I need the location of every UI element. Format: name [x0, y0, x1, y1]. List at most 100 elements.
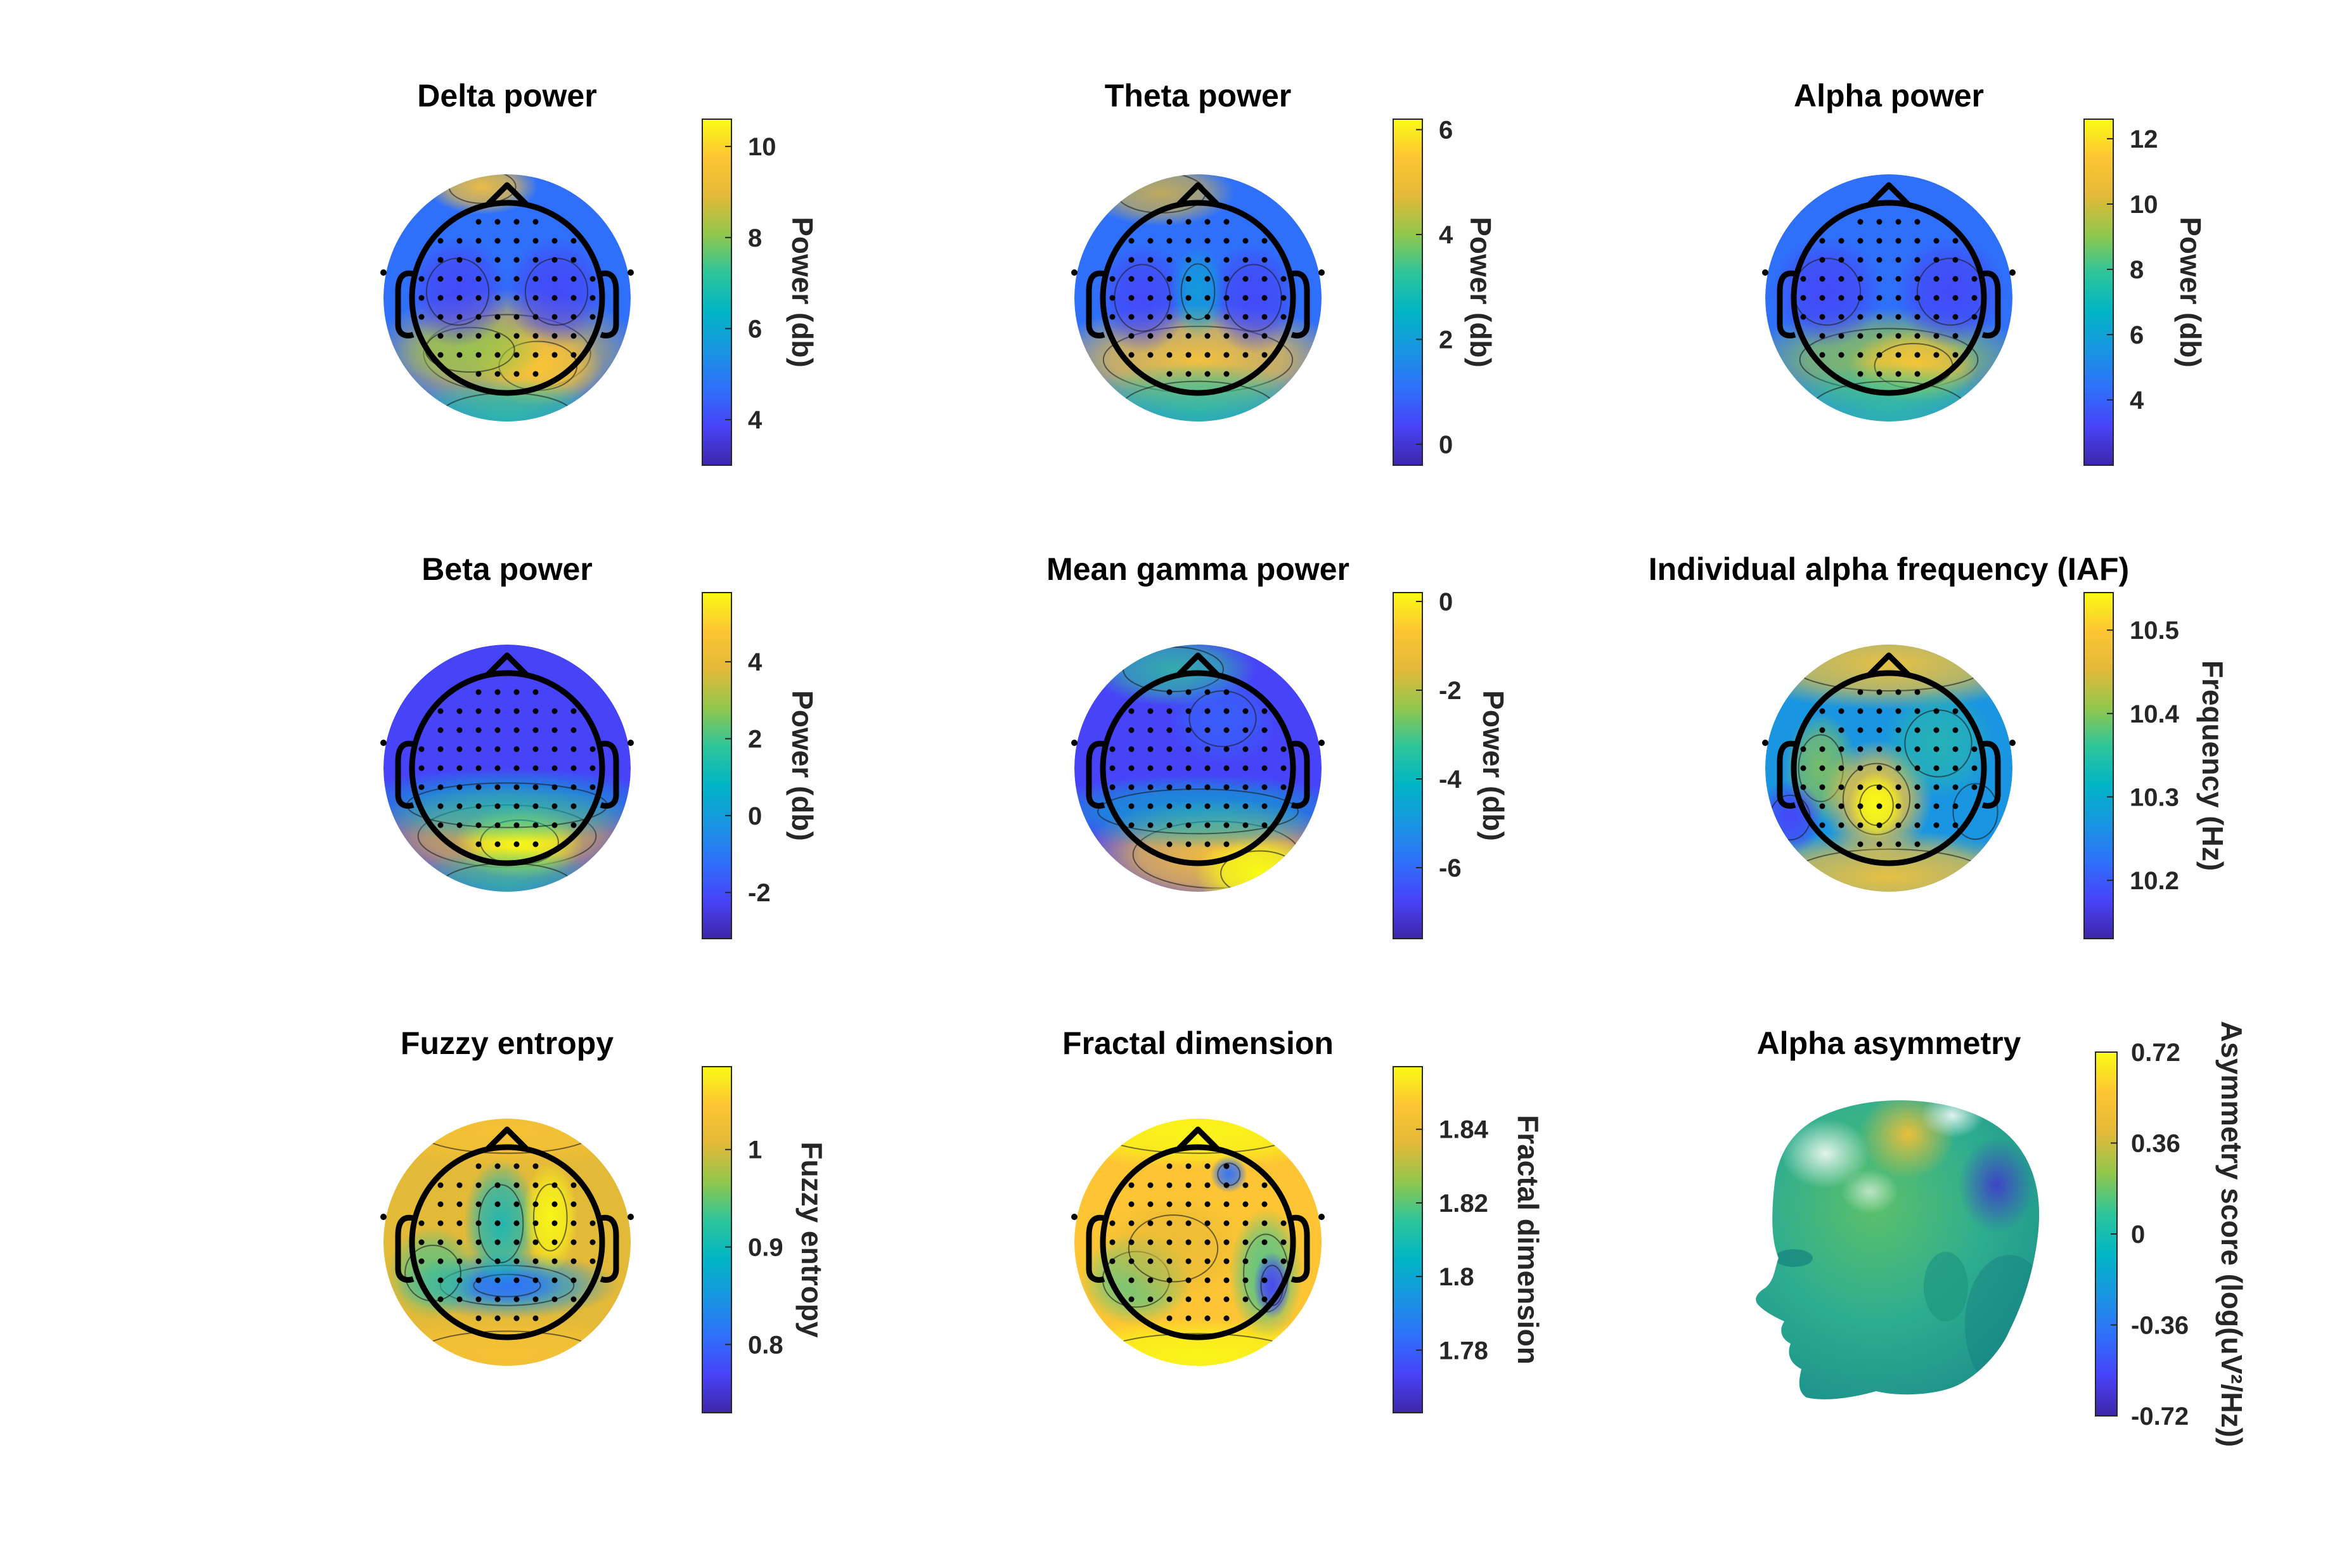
electrode-dot [418, 1258, 425, 1264]
electrode-dot [494, 708, 501, 714]
electrode-dot [1895, 352, 1902, 358]
electrode-dot [1204, 257, 1211, 263]
electrode-dot [494, 1201, 501, 1207]
electrode-dot [494, 746, 501, 752]
electrode-dot [1800, 314, 1806, 320]
electrode-dot [1204, 1296, 1211, 1302]
head-outline [1086, 652, 1310, 866]
electrode-dot [1261, 333, 1268, 339]
electrode-dot [1819, 276, 1825, 282]
electrode-dot [1204, 746, 1211, 752]
electrode-dot [1204, 276, 1211, 282]
left-ear [1777, 740, 1796, 809]
colorbar-label: Power (db) [786, 217, 819, 368]
electrode-dot [1895, 371, 1902, 377]
electrode-dot [513, 803, 520, 809]
colorbar-label: Power (db) [1477, 690, 1510, 841]
electrode-dot [1128, 352, 1135, 358]
electrode-dot [551, 765, 558, 771]
electrode-dot [1109, 1220, 1116, 1226]
electrode-dot [1166, 784, 1173, 790]
electrode-dot [1147, 784, 1154, 790]
electrode-dot [494, 1163, 501, 1169]
electrode-dot [1242, 1296, 1249, 1302]
electrode-dot [532, 257, 539, 263]
electrode-dot [570, 1277, 577, 1283]
head-circle [409, 200, 605, 396]
electrode-dot [1185, 1296, 1192, 1302]
panel-individual-alpha-frequency: Individual alpha frequency (IAF) 10.2 10… [1649, 551, 2229, 939]
colorbar-label: Frequency (Hz) [2196, 660, 2229, 871]
electrode-dot [1819, 765, 1825, 771]
head-outline [395, 1126, 619, 1340]
electrode-dot [1933, 352, 1940, 358]
electrode-dot [1242, 1182, 1249, 1188]
electrode-dot [1109, 746, 1116, 752]
electrode-dot [1242, 784, 1249, 790]
colorbar: 0.8 0.9 1 Fuzzy entropy [702, 1066, 828, 1413]
contour-line [1180, 263, 1216, 321]
electrode-dot [1914, 803, 1921, 809]
colorbar-tick-label: 0 [748, 802, 762, 830]
electrode-dot [532, 238, 539, 244]
electrode-dot [1242, 803, 1249, 809]
scalp-map [380, 645, 634, 892]
electrode-dot [570, 727, 577, 733]
electrode-dot [1280, 276, 1287, 282]
nose [486, 182, 529, 207]
colorbar-tick-label: 4 [748, 648, 763, 676]
electrode-dot [1895, 727, 1902, 733]
electrode-dot [418, 746, 425, 752]
electrode-dot [1933, 708, 1940, 714]
electrode-dot [1223, 784, 1230, 790]
electrode-dot [1166, 1201, 1173, 1207]
electrode-dot [532, 784, 539, 790]
electrode-dot [1185, 276, 1192, 282]
electrode-dot [589, 746, 596, 752]
electrode-dot [1857, 765, 1863, 771]
electrode-dot [1857, 333, 1863, 339]
right-ear [600, 1214, 619, 1283]
electrode-dot [1128, 708, 1135, 714]
electrode-dot [1147, 257, 1154, 263]
panel-alpha-asymmetry: Alpha asymmetry [1756, 1021, 2248, 1447]
electrode-dot [456, 333, 463, 339]
electrode-dot [1800, 765, 1806, 771]
electrode-dot [456, 1239, 463, 1245]
electrode-dot [1857, 708, 1863, 714]
electrode-dot [1185, 822, 1192, 828]
left-ear [395, 270, 415, 338]
electrode-dot [551, 822, 558, 828]
electrode-dot [1166, 257, 1173, 263]
electrode-dot [1952, 822, 1959, 828]
electrode-dot [494, 1258, 501, 1264]
nose [1176, 652, 1220, 677]
electrode-dot [551, 746, 558, 752]
colorbar-label: Fuzzy entropy [795, 1141, 828, 1338]
electrode-dot [494, 841, 501, 847]
electrode-dot [1933, 257, 1940, 263]
head-circle [1791, 200, 1987, 396]
scalp-heatmap [1765, 645, 2012, 892]
right-ear [1291, 1214, 1310, 1283]
electrode-dot [1166, 1220, 1173, 1226]
electrode-dot [1838, 314, 1844, 320]
electrode-dot [418, 314, 425, 320]
electrode-dot [456, 1182, 463, 1188]
electrode-dot [1185, 803, 1192, 809]
colorbar-label: Fractal dimension [1512, 1115, 1545, 1365]
scalp-color-region [522, 1162, 579, 1273]
electrode-dot [437, 238, 444, 244]
colorbar-tick-label: 2 [1439, 326, 1453, 354]
electrode-dot [475, 295, 482, 301]
electrode-dot [513, 1163, 520, 1169]
colorbar-tick-label: 1 [748, 1136, 762, 1164]
electrode-dot [1800, 276, 1806, 282]
electrode-dot [1242, 727, 1249, 733]
electrode-dot [551, 257, 558, 263]
electrode-dot [513, 1277, 520, 1283]
electrode-dot [437, 257, 444, 263]
electrode-dot [1185, 352, 1192, 358]
colorbar: 4 6 8 10 12 Power (db) [2083, 119, 2207, 466]
scalp-heatmap [383, 645, 631, 892]
